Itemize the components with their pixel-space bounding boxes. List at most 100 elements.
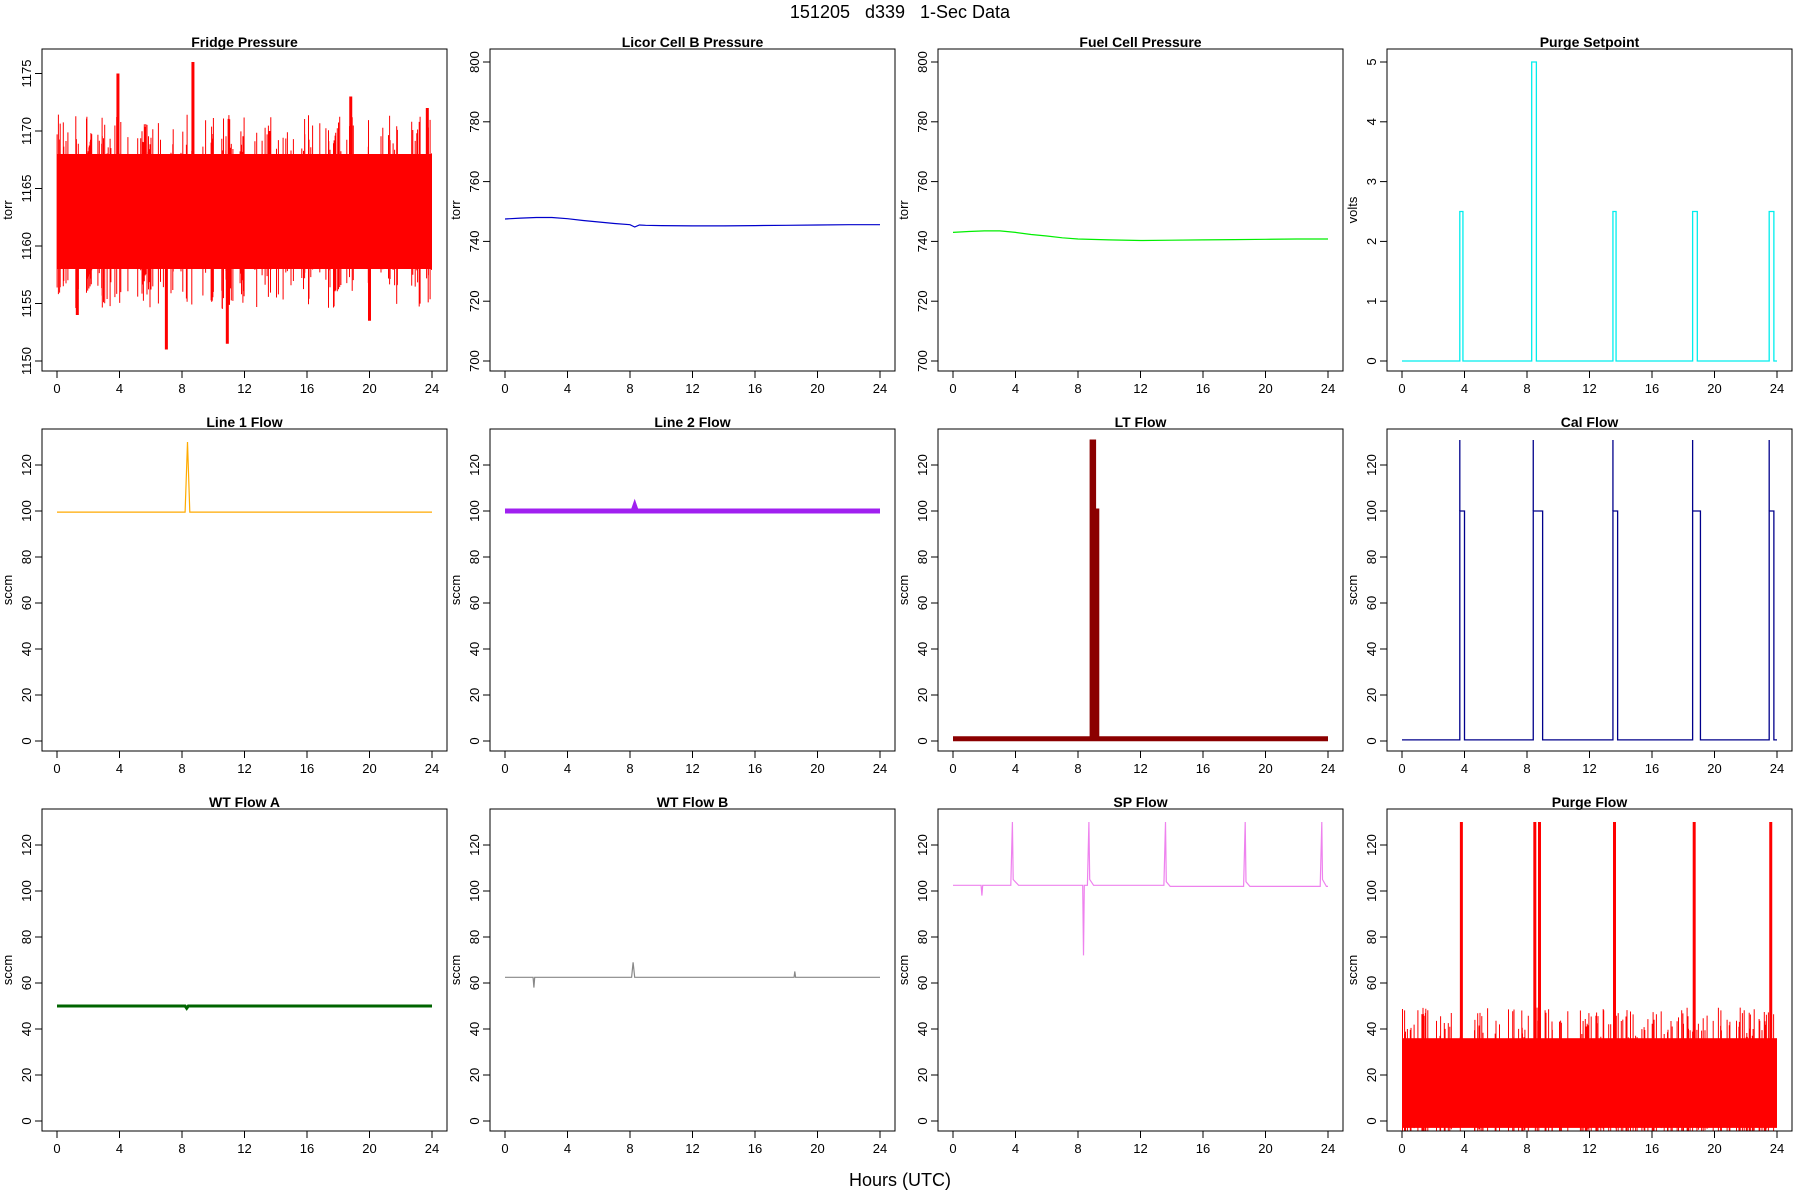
x-tick-label: 24	[425, 1141, 439, 1156]
x-tick-label: 8	[626, 381, 633, 396]
x-tick-label: 20	[362, 381, 376, 396]
y-tick-label: 20	[19, 1068, 34, 1082]
y-tick-label: 700	[467, 350, 482, 372]
x-tick-label: 8	[1074, 761, 1081, 776]
x-tick-label: 4	[116, 381, 123, 396]
y-tick-label: 60	[915, 596, 930, 610]
x-tick-label: 8	[1523, 381, 1530, 396]
panel-title: Line 1 Flow	[206, 414, 282, 430]
x-tick-label: 24	[1770, 1141, 1784, 1156]
x-tick-label: 16	[748, 761, 762, 776]
y-tick-label: 0	[1364, 357, 1379, 364]
panel-title: WT Flow B	[657, 794, 729, 810]
series-line	[504, 216, 880, 228]
x-tick-label: 4	[116, 761, 123, 776]
x-tick-label: 0	[501, 761, 508, 776]
panel-title: Licor Cell B Pressure	[622, 34, 764, 50]
y-tick-label: 0	[19, 1117, 34, 1124]
y-tick-label: 20	[1364, 1068, 1379, 1082]
y-tick-label: 40	[19, 1022, 34, 1036]
x-tick-label: 0	[53, 381, 60, 396]
plot-frame	[41, 428, 448, 752]
x-tick-label: 0	[1398, 1141, 1405, 1156]
y-tick-label: 120	[467, 834, 482, 856]
y-tick-label: 0	[1364, 1117, 1379, 1124]
x-tick-label: 16	[300, 1141, 314, 1156]
x-tick-label: 4	[564, 381, 571, 396]
y-tick-label: 740	[467, 231, 482, 253]
x-tick-label: 20	[1258, 381, 1272, 396]
x-tick-label: 24	[1321, 381, 1335, 396]
panel-title: Line 2 Flow	[654, 414, 730, 430]
plot-frame	[41, 808, 448, 1132]
y-axis-label: sccm	[1345, 575, 1360, 605]
plot-frame	[937, 808, 1344, 1132]
panel-title: SP Flow	[1113, 794, 1167, 810]
panel-lt-flow: LT Flow 0 4 8 12 16 20 24 0 20 40 60 80 100 120 sccm	[896, 414, 1344, 776]
x-tick-label: 12	[685, 761, 699, 776]
panel-title: Fuel Cell Pressure	[1079, 34, 1201, 50]
y-tick-label: 20	[467, 688, 482, 702]
plot-frame	[489, 48, 896, 372]
y-tick-label: 120	[915, 834, 930, 856]
panel-title: Cal Flow	[1561, 414, 1619, 430]
x-tick-label: 16	[1196, 1141, 1210, 1156]
x-tick-label: 12	[237, 761, 251, 776]
panel-title: Purge Setpoint	[1540, 34, 1640, 50]
panel-title: WT Flow A	[209, 794, 280, 810]
y-tick-label: 20	[467, 1068, 482, 1082]
y-tick-label: 20	[1364, 688, 1379, 702]
y-tick-label: 800	[467, 51, 482, 73]
y-tick-label: 1170	[19, 117, 34, 145]
y-axis-label: torr	[448, 200, 463, 220]
x-tick-label: 12	[1582, 1141, 1596, 1156]
plot-frame	[489, 808, 896, 1132]
y-tick-label: 0	[915, 1117, 930, 1124]
x-tick-label: 12	[1133, 761, 1147, 776]
y-tick-label: 2	[1364, 238, 1379, 245]
x-tick-label: 12	[685, 1141, 699, 1156]
x-tick-label: 16	[748, 381, 762, 396]
series-line	[953, 821, 1328, 956]
series-line	[953, 439, 1328, 742]
y-tick-label: 0	[467, 737, 482, 744]
y-tick-label: 5	[1364, 58, 1379, 65]
y-tick-label: 100	[915, 500, 930, 522]
x-tick-label: 8	[1074, 1141, 1081, 1156]
x-tick-label: 12	[237, 381, 251, 396]
y-tick-label: 120	[1364, 454, 1379, 476]
y-tick-label: 780	[467, 111, 482, 133]
series-line	[505, 498, 880, 514]
y-tick-label: 40	[915, 1022, 930, 1036]
series-band	[1402, 1038, 1777, 1128]
x-tick-label: 12	[1133, 1141, 1147, 1156]
series-line	[505, 962, 880, 988]
y-tick-label: 120	[19, 454, 34, 476]
y-tick-label: 0	[19, 737, 34, 744]
panel-fuel-cell-pressure: Fuel Cell Pressure 0 4 8 12 16 20 24 700 720 740 76…	[896, 34, 1344, 396]
x-tick-label: 20	[810, 381, 824, 396]
plot-frame	[937, 48, 1344, 372]
y-tick-label: 60	[1364, 596, 1379, 610]
panel-title: LT Flow	[1115, 414, 1167, 430]
x-tick-label: 8	[626, 761, 633, 776]
x-tick-label: 4	[1461, 761, 1468, 776]
x-tick-label: 12	[237, 1141, 251, 1156]
y-tick-label: 780	[915, 111, 930, 133]
x-tick-label: 8	[626, 1141, 633, 1156]
x-tick-label: 16	[1645, 761, 1659, 776]
y-tick-label: 1175	[19, 60, 34, 88]
x-tick-label: 0	[53, 1141, 60, 1156]
series-line	[57, 441, 432, 513]
y-tick-label: 60	[467, 596, 482, 610]
x-tick-label: 16	[1645, 381, 1659, 396]
x-tick-label: 8	[178, 381, 185, 396]
y-axis-label: sccm	[896, 575, 911, 605]
x-tick-label: 4	[1461, 1141, 1468, 1156]
x-tick-label: 0	[1398, 761, 1405, 776]
y-axis-label: sccm	[448, 575, 463, 605]
y-tick-label: 80	[1364, 930, 1379, 944]
y-axis-label: torr	[896, 200, 911, 220]
panel-title: Fridge Pressure	[191, 34, 298, 50]
plot-frame	[1386, 48, 1793, 372]
